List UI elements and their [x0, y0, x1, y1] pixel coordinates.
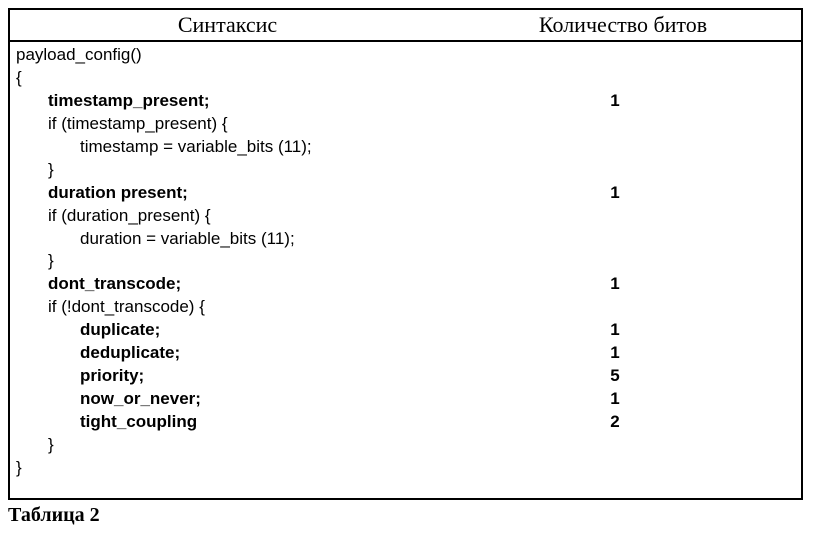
syntax-cell: }: [16, 159, 570, 182]
syntax-text: deduplicate;: [16, 342, 180, 365]
syntax-text: if (duration_present) {: [16, 205, 211, 228]
bits-cell: [570, 457, 795, 480]
syntax-text: priority;: [16, 365, 144, 388]
bits-cell: 5: [570, 365, 795, 388]
syntax-cell: duration present;: [16, 182, 570, 205]
syntax-table: Синтаксис Количество битов payload_confi…: [8, 8, 803, 500]
bits-cell: [570, 113, 795, 136]
code-line: duration present; 1: [16, 182, 795, 205]
syntax-text: timestamp_present;: [16, 90, 210, 113]
syntax-cell: now_or_never;: [16, 388, 570, 411]
syntax-cell: payload_config(): [16, 44, 570, 67]
bits-cell: [570, 44, 795, 67]
bits-cell: [570, 296, 795, 319]
syntax-cell: deduplicate;: [16, 342, 570, 365]
code-line: payload_config(): [16, 44, 795, 67]
code-line: {: [16, 67, 795, 90]
code-line: }: [16, 159, 795, 182]
code-line: }: [16, 434, 795, 457]
syntax-cell: }: [16, 250, 570, 273]
syntax-cell: {: [16, 67, 570, 90]
bits-cell: 1: [570, 182, 795, 205]
code-line: deduplicate; 1: [16, 342, 795, 365]
code-line: if (duration_present) {: [16, 205, 795, 228]
syntax-text: duration present;: [16, 182, 188, 205]
table-caption: Таблица 2: [8, 504, 811, 527]
code-line: }: [16, 457, 795, 480]
syntax-text: duplicate;: [16, 319, 160, 342]
syntax-cell: duplicate;: [16, 319, 570, 342]
syntax-cell: if (duration_present) {: [16, 205, 570, 228]
syntax-text: if (!dont_transcode) {: [16, 296, 205, 319]
syntax-text: }: [16, 250, 54, 273]
code-line: if (timestamp_present) {: [16, 113, 795, 136]
syntax-text: duration = variable_bits (11);: [16, 228, 295, 251]
syntax-text: payload_config(): [16, 44, 142, 67]
syntax-cell: priority;: [16, 365, 570, 388]
bits-cell: 1: [570, 90, 795, 113]
code-line: duration = variable_bits (11);: [16, 228, 795, 251]
syntax-cell: tight_coupling: [16, 411, 570, 434]
syntax-text: }: [16, 434, 54, 457]
syntax-cell: dont_transcode;: [16, 273, 570, 296]
syntax-text: if (timestamp_present) {: [16, 113, 228, 136]
bits-cell: [570, 250, 795, 273]
syntax-cell: timestamp_present;: [16, 90, 570, 113]
syntax-cell: duration = variable_bits (11);: [16, 228, 570, 251]
syntax-text: dont_transcode;: [16, 273, 181, 296]
syntax-text: }: [16, 457, 22, 480]
syntax-text: }: [16, 159, 54, 182]
syntax-cell: timestamp = variable_bits (11);: [16, 136, 570, 159]
bits-cell: [570, 159, 795, 182]
code-line: duplicate; 1: [16, 319, 795, 342]
syntax-cell: }: [16, 457, 570, 480]
bits-cell: [570, 67, 795, 90]
bits-cell: 2: [570, 411, 795, 434]
bits-cell: 1: [570, 319, 795, 342]
syntax-text: {: [16, 67, 22, 90]
code-line: }: [16, 250, 795, 273]
code-line: priority; 5: [16, 365, 795, 388]
syntax-cell: if (timestamp_present) {: [16, 113, 570, 136]
bits-cell: 1: [570, 388, 795, 411]
header-syntax: Синтаксис: [10, 10, 445, 40]
syntax-text: tight_coupling: [16, 411, 197, 434]
code-line: if (!dont_transcode) {: [16, 296, 795, 319]
bits-cell: [570, 136, 795, 159]
code-line: now_or_never; 1: [16, 388, 795, 411]
code-line: dont_transcode; 1: [16, 273, 795, 296]
syntax-cell: if (!dont_transcode) {: [16, 296, 570, 319]
code-line: timestamp = variable_bits (11);: [16, 136, 795, 159]
syntax-text: timestamp = variable_bits (11);: [16, 136, 312, 159]
code-line: timestamp_present; 1: [16, 90, 795, 113]
bits-cell: [570, 434, 795, 457]
header-bits: Количество битов: [445, 10, 801, 40]
table-body: payload_config(){timestamp_present; 1 if (…: [10, 42, 801, 498]
table-header-row: Синтаксис Количество битов: [10, 10, 801, 42]
code-line: tight_coupling 2: [16, 411, 795, 434]
syntax-cell: }: [16, 434, 570, 457]
bits-cell: [570, 205, 795, 228]
bits-cell: 1: [570, 273, 795, 296]
bits-cell: [570, 228, 795, 251]
syntax-text: now_or_never;: [16, 388, 201, 411]
bits-cell: 1: [570, 342, 795, 365]
